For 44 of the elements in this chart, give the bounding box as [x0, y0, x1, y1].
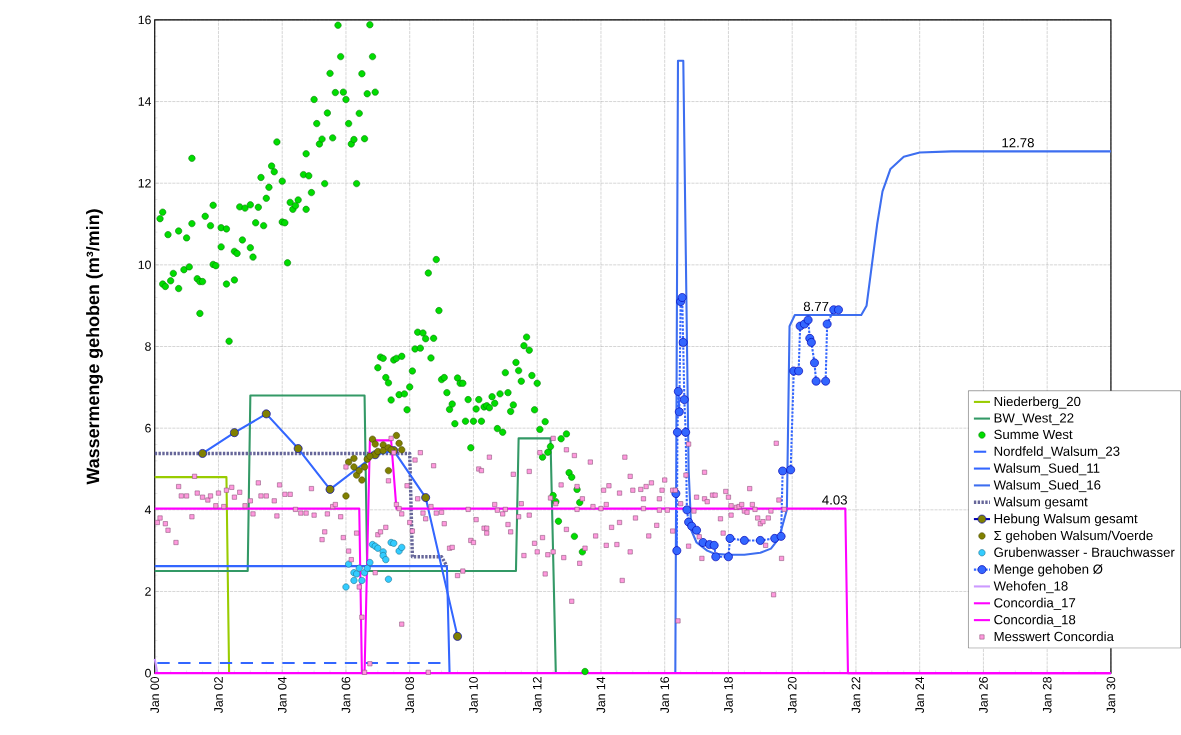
x-tick-label: Jan 08: [405, 677, 415, 714]
x-tick-label: Jan 10: [469, 677, 478, 714]
x-tick-label: Jan 00: [150, 677, 160, 714]
y-tick-label: 6: [145, 423, 151, 433]
x-tick-label: Jan 22: [851, 677, 861, 714]
legend-label: Wehofen_18: [993, 581, 1068, 594]
legend-label: Menge gehoben Ø: [994, 564, 1103, 577]
legend-label: BW_West_22: [994, 413, 1074, 426]
x-tick-label: Jan 18: [724, 677, 733, 714]
legend-label: Grubenwasser - Brauchwasser: [994, 547, 1175, 558]
y-tick-label: 0: [145, 668, 151, 678]
annotation: 4.03: [822, 495, 847, 505]
legend-label: Nordfeld_Walsum_23: [994, 446, 1120, 459]
x-tick-label: Jan 24: [915, 676, 925, 714]
legend-label: Walsum_Sued_11: [993, 463, 1100, 476]
y-tick-label: 2: [145, 587, 151, 596]
x-tick-label: Jan 20: [787, 677, 797, 714]
y-tick-label: 14: [138, 97, 152, 106]
y-tick-label: 4: [144, 505, 152, 515]
legend-label: Σ gehoben Walsum/Voerde: [994, 530, 1153, 543]
y-axis-title: Wassermenge gehoben (m³/min): [86, 209, 103, 485]
x-tick-label: Jan 26: [979, 677, 988, 714]
legend-label: Concordia_18: [994, 614, 1076, 627]
x-tick-label: Jan 06: [341, 677, 351, 714]
legend-label: Messwert Concordia: [994, 631, 1114, 642]
x-tick-label: Jan 04: [277, 676, 287, 714]
annotation: 8.77: [803, 301, 829, 312]
y-tick-label: 12: [138, 179, 151, 188]
legend-label: Walsum_Sued_16: [993, 480, 1101, 493]
x-tick-label: Jan 14: [596, 676, 606, 714]
legend-label: Hebung Walsum gesamt: [994, 513, 1138, 527]
annotation: 12.78: [1002, 138, 1034, 148]
x-tick-label: Jan 28: [1042, 677, 1052, 714]
legend-label: Niederberg_20: [994, 396, 1081, 409]
legend-label: Concordia_17: [994, 597, 1076, 611]
y-tick-label: 10: [138, 260, 151, 270]
y-tick-label: 8: [145, 342, 151, 351]
x-tick-label: Jan 16: [660, 677, 670, 714]
x-tick-label: Jan 12: [532, 677, 542, 714]
x-tick-label: Jan 30: [1106, 677, 1116, 714]
y-tick-label: 16: [138, 15, 151, 25]
x-tick-label: Jan 02: [214, 677, 223, 714]
legend-label: Walsum gesamt: [993, 496, 1088, 510]
legend-label: Summe West: [994, 429, 1073, 440]
